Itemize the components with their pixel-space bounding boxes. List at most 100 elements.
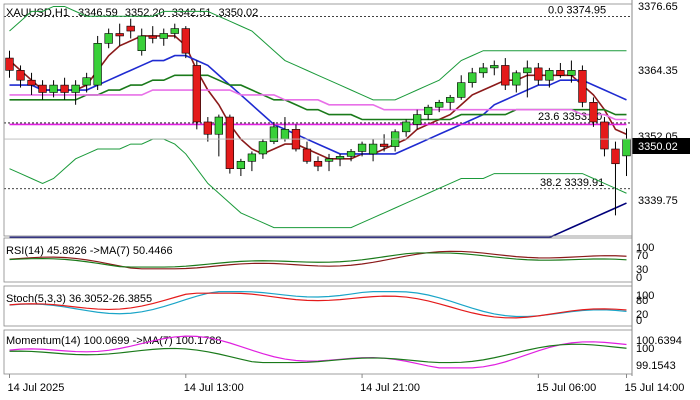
x-tick-label: 14 Jul 21:00 (360, 382, 420, 394)
candle-body (589, 102, 598, 123)
candle-body (324, 158, 334, 162)
candle-body (479, 67, 488, 74)
candle-body (578, 70, 587, 103)
candle-body (600, 121, 609, 150)
candle-body (225, 116, 235, 169)
high-price: 3352.20 (125, 7, 165, 19)
rsi-scale: 100 (636, 242, 654, 254)
stoch-panel: Stoch(5,3,3) 36.3052-26.3855 100 80 20 0 (6, 290, 654, 327)
candle-body (49, 84, 58, 93)
candle-body (170, 28, 179, 34)
price-axis-tick: 3339.75 (638, 195, 678, 207)
price-axis-tick: 3364.35 (638, 65, 678, 77)
candle-body (379, 143, 389, 147)
price-axis: 3376.65 3364.35 3352.05 3339.75 (638, 1, 678, 207)
x-tick-label: 14 Jul 13:00 (184, 382, 244, 394)
current-price-label: 3350.02 (638, 141, 678, 153)
indicator-line (9, 250, 627, 270)
momentum-scale: 100.6394 (636, 335, 682, 347)
candle-body (247, 153, 257, 162)
candle-body (203, 121, 212, 135)
price-tag-current: 3350.02 (632, 138, 690, 154)
indicator-line (9, 335, 627, 369)
stoch-panel-frame (3, 285, 633, 327)
candle-body (5, 57, 14, 71)
x-tick-label: 15 Jul 06:00 (536, 382, 596, 394)
candle-body (280, 129, 290, 140)
candle-body (71, 84, 80, 93)
series-line (9, 202, 627, 239)
stoch-scale: 20 (636, 309, 648, 321)
x-axis: 14 Jul 2025 14 Jul 13:00 14 Jul 21:00 15 Ju… (8, 374, 684, 394)
candle-body (137, 35, 146, 51)
candle-body (468, 72, 477, 83)
candle-body (611, 148, 620, 165)
candle-body (556, 70, 565, 76)
rsi-scale: 0 (636, 272, 642, 284)
candle-body (313, 160, 323, 167)
candle-body (523, 67, 532, 74)
candle-body (401, 121, 411, 133)
x-tick-label: 14 Jul 2025 (8, 382, 65, 394)
stoch-scale: 100 (636, 290, 654, 302)
candle-body (567, 70, 576, 76)
stoch-label: Stoch(5,3,3) 36.3052-26.3855 (6, 293, 152, 305)
series-line (9, 89, 627, 121)
fib-level-label: 38.2 3339.91 (540, 177, 604, 189)
candle-body (258, 141, 268, 155)
momentum-panel: Momentum(14) 100.0699 ->MA(7) 100.1788 1… (6, 335, 682, 372)
candle-body (82, 77, 91, 86)
stoch-scale: 80 (636, 295, 648, 307)
indicator-line (9, 252, 627, 268)
candle-body (368, 143, 378, 155)
candle-body (534, 67, 543, 81)
candle-body (512, 72, 521, 86)
candle-body (424, 106, 433, 115)
candle-body (269, 126, 279, 142)
candle-body (501, 65, 510, 86)
candle-body (335, 156, 345, 160)
series-line (9, 138, 627, 229)
indicator-line (9, 343, 627, 364)
rsi-panel: RSI(14) 45.8826 ->MA(7) 50.4466 100 70 3… (6, 242, 654, 284)
candle-body (181, 28, 190, 54)
candle-body (159, 33, 168, 39)
candle-body (115, 33, 124, 37)
rsi-label: RSI(14) 45.8826 ->MA(7) 50.4466 (6, 245, 173, 257)
candle-body (16, 70, 25, 81)
main-series (8, 5, 627, 239)
candle-body (104, 33, 113, 44)
indicator-line (9, 292, 627, 319)
candle-body (27, 79, 36, 86)
candle-body (93, 43, 102, 86)
candle-body (413, 114, 422, 125)
candle-body (60, 84, 69, 93)
series-line (8, 35, 627, 160)
rsi-scale: 30 (636, 264, 648, 276)
close-price: 3350.02 (219, 7, 259, 19)
candle-body (236, 160, 246, 169)
candle-body (435, 102, 444, 108)
candle-body (126, 25, 135, 32)
candle-body (148, 35, 157, 39)
symbol-label: XAUUSD,H1 (6, 7, 69, 19)
series-line (9, 54, 627, 155)
indicator-line (9, 291, 627, 318)
series-line (9, 5, 627, 101)
fib-level-label: 0.0 3374.95 (548, 5, 606, 17)
candle-body (192, 65, 201, 123)
candle-body (302, 148, 312, 162)
candle-body (357, 143, 367, 152)
series-line (9, 74, 627, 121)
open-price: 3346.59 (78, 7, 118, 19)
momentum-scale: 99.1543 (636, 360, 676, 372)
price-axis-tick: 3376.65 (638, 1, 678, 13)
momentum-scale: 100 (636, 343, 654, 355)
stoch-scale: 0 (636, 315, 642, 327)
candle-body (214, 116, 223, 135)
candle-body (490, 65, 499, 69)
candlesticks (5, 18, 631, 216)
candle-body (346, 151, 356, 157)
candle-body (38, 84, 47, 93)
